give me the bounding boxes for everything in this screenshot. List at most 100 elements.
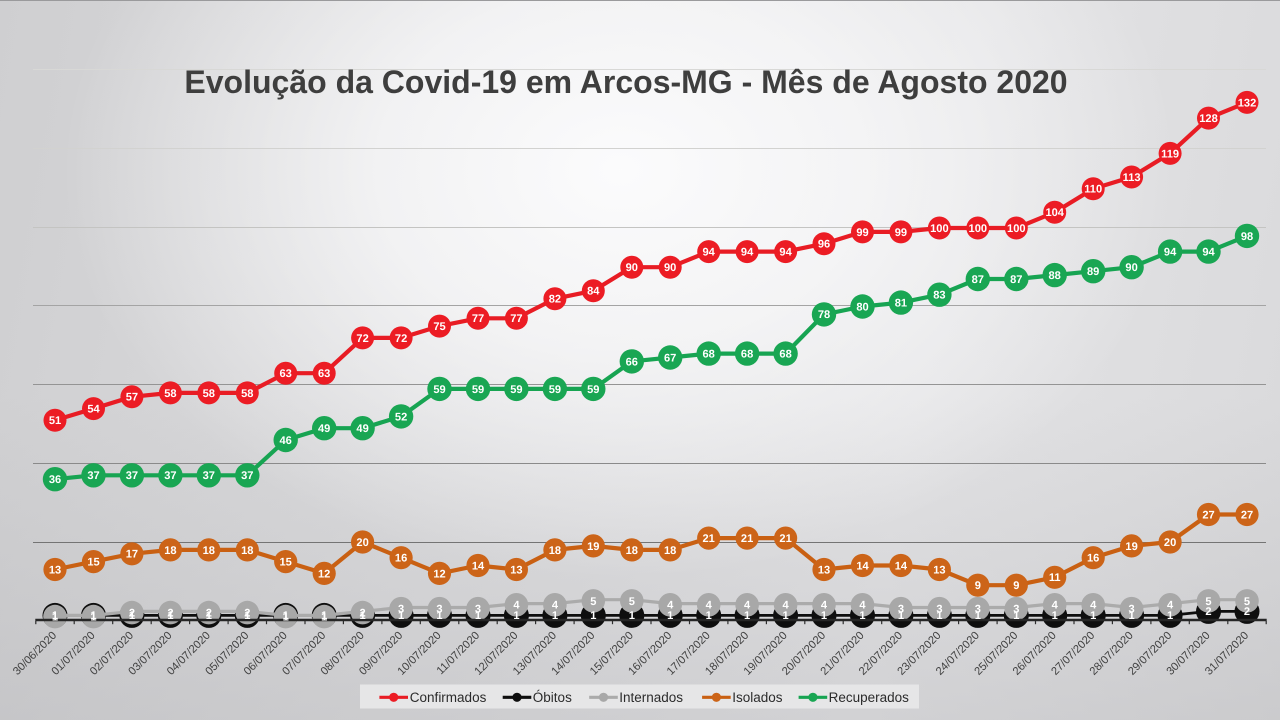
svg-text:94: 94 [1202, 247, 1215, 259]
svg-text:110: 110 [1084, 184, 1102, 196]
svg-text:1: 1 [398, 610, 404, 622]
svg-text:72: 72 [356, 333, 368, 345]
svg-text:46: 46 [280, 435, 292, 447]
svg-text:27: 27 [1202, 509, 1214, 521]
svg-text:4: 4 [706, 600, 713, 612]
svg-text:18: 18 [164, 545, 176, 557]
svg-text:59: 59 [472, 384, 484, 396]
svg-text:4: 4 [859, 600, 866, 612]
svg-text:1: 1 [936, 610, 942, 622]
svg-text:3: 3 [398, 604, 404, 616]
svg-text:59: 59 [433, 384, 445, 396]
svg-text:1: 1 [475, 610, 481, 622]
svg-text:14: 14 [472, 560, 485, 572]
svg-text:1: 1 [590, 610, 596, 622]
svg-text:77: 77 [510, 313, 522, 325]
svg-text:Óbitos: Óbitos [533, 690, 572, 705]
svg-text:18: 18 [203, 545, 215, 557]
svg-text:20: 20 [356, 537, 368, 549]
svg-text:49: 49 [356, 423, 368, 435]
svg-text:63: 63 [318, 368, 330, 380]
svg-text:4: 4 [783, 600, 790, 612]
svg-text:132: 132 [1238, 97, 1257, 109]
svg-text:3: 3 [975, 604, 981, 616]
svg-text:37: 37 [164, 470, 176, 482]
svg-text:104: 104 [1045, 207, 1064, 219]
svg-text:18: 18 [549, 545, 561, 557]
svg-text:3: 3 [898, 604, 904, 616]
svg-text:37: 37 [87, 470, 99, 482]
svg-text:36: 36 [49, 474, 61, 486]
svg-text:1: 1 [283, 612, 289, 624]
svg-text:59: 59 [587, 384, 599, 396]
svg-text:4: 4 [1090, 600, 1097, 612]
svg-text:87: 87 [1010, 274, 1022, 286]
svg-text:113: 113 [1123, 172, 1141, 184]
svg-text:2: 2 [167, 608, 173, 620]
svg-text:52: 52 [395, 411, 407, 423]
svg-text:67: 67 [664, 352, 676, 364]
svg-text:1: 1 [1129, 610, 1135, 622]
svg-text:1: 1 [321, 612, 327, 624]
svg-text:2: 2 [129, 608, 135, 620]
svg-text:13: 13 [818, 564, 830, 576]
svg-text:1: 1 [975, 610, 981, 622]
svg-text:3: 3 [1013, 604, 1019, 616]
svg-text:3: 3 [936, 604, 942, 616]
svg-text:19: 19 [1125, 541, 1137, 553]
svg-text:18: 18 [664, 545, 676, 557]
svg-text:1: 1 [283, 610, 289, 622]
svg-text:1: 1 [129, 610, 135, 622]
svg-text:51: 51 [49, 415, 61, 427]
svg-text:Isolados: Isolados [732, 690, 783, 705]
svg-text:78: 78 [818, 309, 830, 321]
svg-text:89: 89 [1087, 266, 1099, 278]
svg-text:128: 128 [1199, 113, 1218, 125]
svg-text:94: 94 [703, 247, 716, 259]
svg-text:82: 82 [549, 294, 561, 306]
svg-text:66: 66 [626, 356, 638, 368]
svg-text:1: 1 [1013, 610, 1019, 622]
svg-text:83: 83 [933, 290, 945, 302]
svg-text:17: 17 [126, 549, 138, 561]
svg-text:94: 94 [741, 247, 754, 259]
svg-text:21: 21 [741, 533, 753, 545]
svg-text:81: 81 [895, 298, 907, 310]
svg-text:20: 20 [1164, 537, 1176, 549]
svg-text:94: 94 [779, 247, 792, 259]
svg-text:13: 13 [510, 564, 522, 576]
svg-text:1: 1 [552, 610, 558, 622]
svg-text:37: 37 [126, 470, 138, 482]
svg-text:90: 90 [664, 262, 676, 274]
svg-text:68: 68 [779, 349, 791, 361]
svg-text:3: 3 [1129, 604, 1135, 616]
svg-text:68: 68 [703, 349, 715, 361]
svg-text:14: 14 [895, 560, 908, 572]
svg-text:100: 100 [969, 223, 988, 235]
svg-text:119: 119 [1161, 148, 1179, 160]
svg-text:3: 3 [436, 604, 442, 616]
svg-text:1: 1 [90, 610, 96, 622]
svg-text:1: 1 [436, 610, 442, 622]
svg-text:1: 1 [859, 610, 865, 622]
svg-text:94: 94 [1164, 247, 1177, 259]
svg-text:90: 90 [626, 262, 638, 274]
svg-text:59: 59 [549, 384, 561, 396]
svg-text:57: 57 [126, 392, 138, 404]
svg-text:13: 13 [933, 564, 945, 576]
svg-text:4: 4 [552, 600, 559, 612]
svg-text:2: 2 [244, 608, 250, 620]
svg-text:15: 15 [280, 557, 292, 569]
svg-text:Recuperados: Recuperados [829, 690, 910, 705]
svg-text:100: 100 [1007, 223, 1026, 235]
svg-text:1: 1 [206, 610, 212, 622]
svg-text:88: 88 [1049, 270, 1061, 282]
svg-text:1: 1 [167, 610, 173, 622]
svg-text:16: 16 [395, 553, 407, 565]
svg-text:5: 5 [1205, 596, 1211, 608]
svg-text:63: 63 [280, 368, 292, 380]
svg-text:4: 4 [744, 600, 751, 612]
svg-text:21: 21 [779, 533, 791, 545]
svg-text:80: 80 [856, 301, 868, 313]
svg-text:18: 18 [626, 545, 638, 557]
